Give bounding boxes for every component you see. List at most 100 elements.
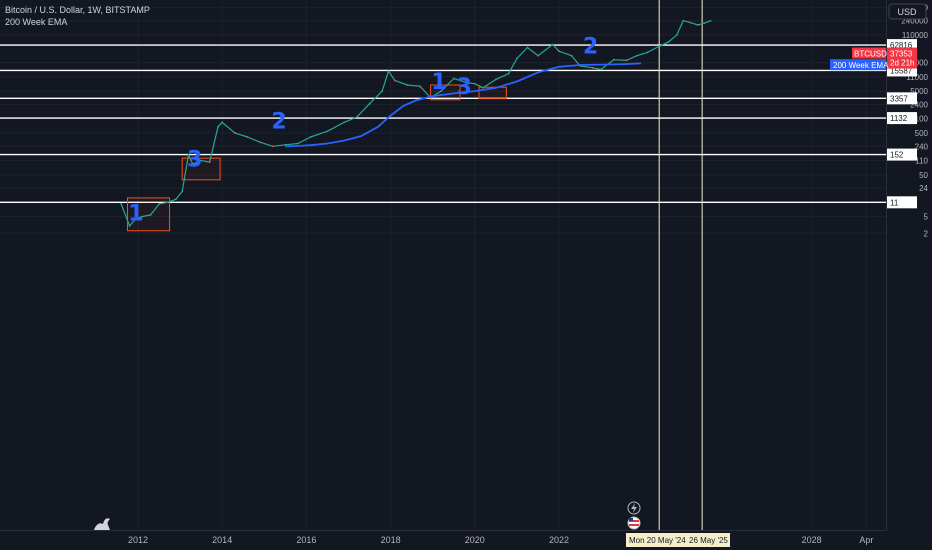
y-tick-label: 240 <box>915 142 929 151</box>
price-scale-bg[interactable] <box>887 0 932 530</box>
price-point <box>271 145 274 148</box>
series <box>120 19 712 227</box>
date-tag <box>686 533 730 547</box>
price-point <box>200 159 203 162</box>
price-point <box>166 201 169 204</box>
level-tag-label: 15587 <box>890 66 913 75</box>
price-point <box>452 77 455 80</box>
price-point <box>482 86 485 89</box>
price-point <box>149 214 152 216</box>
price-point <box>208 161 211 164</box>
date-tag-label: Mon 20 May '24 <box>629 536 686 545</box>
price-point <box>128 225 131 227</box>
price-point <box>558 50 560 53</box>
currency-button[interactable] <box>888 3 927 20</box>
price-point <box>120 203 123 205</box>
x-tick-label: 2018 <box>381 535 401 545</box>
price-point <box>217 125 219 128</box>
price-point <box>591 66 594 69</box>
y-tick-label: 5 <box>924 213 929 222</box>
price-point <box>381 90 384 92</box>
y-tick-label: 240000 <box>901 17 928 26</box>
price-point <box>675 34 678 36</box>
horizontal-levels <box>0 44 887 204</box>
level-tag-label: 152 <box>890 151 904 160</box>
cycle-label: 2 <box>271 109 286 134</box>
price-point <box>537 54 539 57</box>
y-tick-label: 24000 <box>906 59 929 68</box>
cycle-label: 3 <box>187 147 202 172</box>
price-point <box>659 45 661 47</box>
price-point <box>158 203 160 205</box>
price-point <box>516 57 518 60</box>
price-point <box>284 143 287 146</box>
price-point <box>368 102 371 105</box>
price-point <box>551 43 554 46</box>
symbol-tag-label: BTCUSD <box>854 50 887 59</box>
x-tick-label: 2014 <box>212 535 232 545</box>
price-point <box>682 19 685 22</box>
price-point <box>473 82 476 85</box>
level-tag <box>887 196 917 209</box>
level-tag <box>887 92 917 105</box>
level-tag-label: 11 <box>890 198 899 207</box>
price-point <box>141 215 144 218</box>
price-point <box>233 132 236 134</box>
price-point <box>221 121 224 124</box>
date-tag <box>626 533 686 547</box>
price-point <box>646 51 649 54</box>
price-point <box>297 142 299 145</box>
vertical-markers <box>658 0 703 530</box>
x-tick-label: 2012 <box>128 535 148 545</box>
legend-title: Bitcoin / U.S. Dollar, 1W, BITSTAMP <box>5 5 150 15</box>
price-point <box>635 54 638 57</box>
ema-tag <box>830 59 886 71</box>
cycle-label: 2 <box>583 34 598 59</box>
level-tag <box>887 112 917 125</box>
y-tick-label: 11000 <box>906 73 928 82</box>
cycle-box[interactable] <box>181 157 221 181</box>
price-point <box>667 40 670 43</box>
us-flag-icon[interactable] <box>627 516 641 530</box>
time-scale[interactable]: 2012 2014 2016 2018 2020 2022 2028 Apr <box>128 535 873 545</box>
level-tag-label: 1132 <box>890 114 908 123</box>
price-line[interactable] <box>120 20 711 227</box>
price-point <box>343 121 346 124</box>
y-tick-label: 24 <box>919 184 928 193</box>
x-tick-label: 2022 <box>549 535 569 545</box>
x-tick-label: Apr <box>859 535 873 545</box>
x-tick-label: 2028 <box>802 535 822 545</box>
price-tags: 62816 15587 3357 1132 152 11 Mon 20 May '24 26 … <box>626 39 917 547</box>
price-point <box>612 58 615 61</box>
cycle-box[interactable] <box>478 86 507 100</box>
lightning-icon[interactable] <box>627 501 641 515</box>
y-tick-label: 50 <box>919 171 928 180</box>
price-point <box>387 70 390 73</box>
price-point <box>625 59 628 62</box>
date-tag-label: 26 May '25 <box>689 536 728 545</box>
symbol-tag <box>852 47 886 59</box>
price-point <box>526 46 529 49</box>
price-point <box>356 116 358 118</box>
price-point <box>507 72 510 75</box>
price-point <box>688 21 691 24</box>
price-point <box>600 68 602 71</box>
price-point <box>697 24 699 26</box>
price-point <box>187 153 190 156</box>
cycle-label: 3 <box>457 75 472 100</box>
tradingview-logo-icon[interactable] <box>94 518 110 530</box>
y-tick-label: 500 <box>915 129 929 138</box>
ema-line[interactable] <box>285 62 642 148</box>
price-tag-label: 37353 <box>890 50 913 59</box>
price-point <box>406 84 409 86</box>
price-point <box>134 217 137 220</box>
price-point <box>703 22 706 25</box>
level-tag-label: 3357 <box>890 94 908 103</box>
y-tick-label: 110000 <box>902 31 929 40</box>
y-tick-label: 2 <box>924 229 929 238</box>
price-point <box>181 190 184 193</box>
price-point <box>709 19 712 22</box>
price-point <box>309 136 312 138</box>
